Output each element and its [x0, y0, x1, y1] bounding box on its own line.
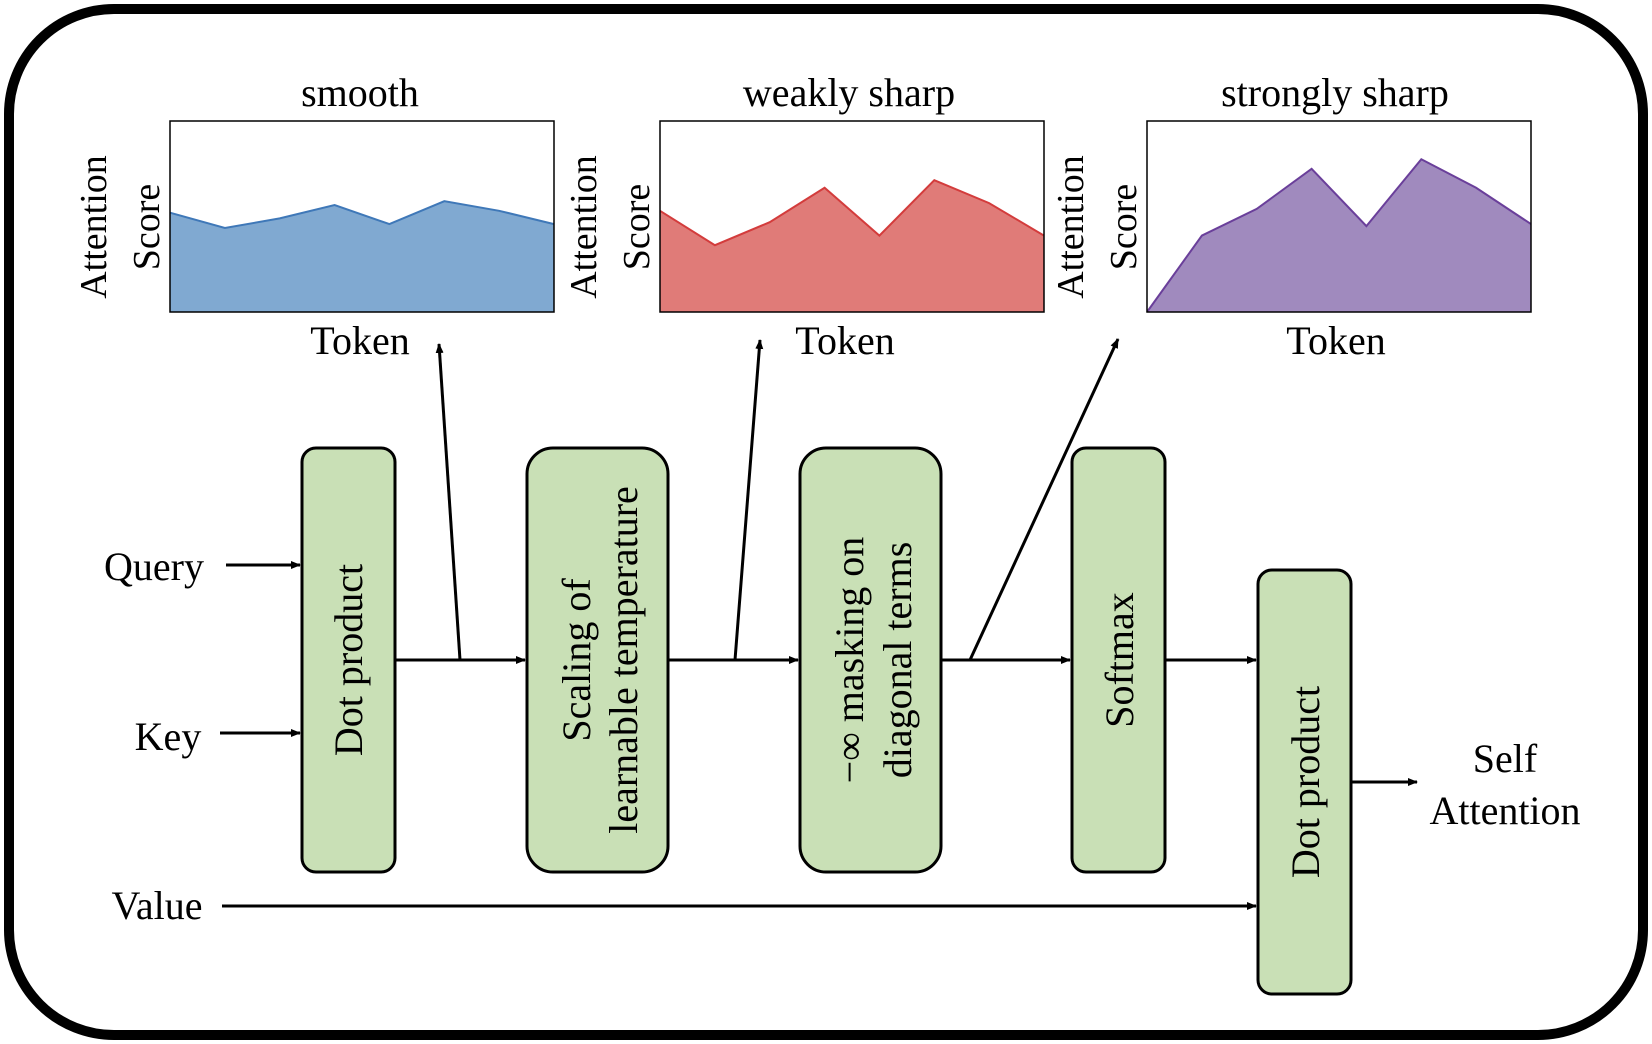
query-label: Query — [104, 544, 204, 589]
scaling-label-line1: Scaling of — [554, 578, 599, 742]
chart-plot — [1146, 120, 1532, 313]
dot-product-block: Dot product — [300, 446, 397, 874]
plot-frame — [1146, 120, 1532, 313]
chart-ylabel-line1: Attention — [563, 155, 605, 299]
tap-arrow-strongly-sharp — [968, 338, 1120, 661]
chart-xlabel: Token — [1286, 318, 1385, 363]
chart-ylabel-line2: Score — [1103, 184, 1145, 271]
dot-product-label: Dot product — [326, 564, 371, 756]
connectors — [220, 338, 1418, 910]
value-label: Value — [111, 883, 202, 928]
chart-ylabel-line2: Score — [126, 184, 168, 271]
key-label: Key — [135, 714, 202, 759]
dot-product-output-block: Dot product — [1256, 568, 1353, 996]
chart-ylabel-line1: Attention — [73, 155, 115, 299]
attention-area — [1147, 159, 1531, 312]
chart-strongly-sharp: strongly sharp Attention Score Token — [1050, 70, 1532, 363]
output-label-line2: Attention — [1429, 788, 1580, 833]
softmax-block: Softmax — [1070, 446, 1167, 874]
masking-block: −∞ masking on diagonal terms — [798, 446, 943, 874]
attention-area — [170, 201, 554, 312]
chart-xlabel: Token — [795, 318, 894, 363]
tap-arrow-smooth — [435, 343, 462, 661]
scaling-label-line2: learnable temperature — [601, 486, 646, 834]
masking-label-line1: −∞ masking on — [827, 537, 872, 784]
chart-ylabel-line2: Score — [616, 184, 658, 271]
tap-arrow-weakly-sharp — [733, 339, 764, 661]
chart-weakly-sharp: weakly sharp Attention Score Token — [563, 70, 1045, 363]
chart-smooth: smooth Attention Score Token — [73, 70, 555, 363]
chart-title: strongly sharp — [1221, 70, 1449, 115]
attention-line — [169, 200, 555, 230]
chart-plot — [169, 120, 555, 313]
masking-label-line2: diagonal terms — [875, 542, 920, 779]
chart-plot — [659, 120, 1045, 313]
chart-title: weakly sharp — [743, 70, 955, 115]
output-label-line1: Self — [1473, 736, 1538, 781]
softmax-label: Softmax — [1097, 592, 1142, 728]
attention-line — [1146, 157, 1532, 313]
attention-line — [659, 179, 1045, 247]
chart-xlabel: Token — [310, 318, 409, 363]
plot-frame — [169, 120, 555, 313]
scaling-block: Scaling of learnable temperature — [525, 446, 670, 874]
plot-frame — [659, 120, 1045, 313]
attention-area — [660, 180, 1044, 312]
dot-product-output-label: Dot product — [1283, 686, 1328, 878]
chart-title: smooth — [301, 70, 419, 115]
chart-ylabel-line1: Attention — [1050, 155, 1092, 299]
